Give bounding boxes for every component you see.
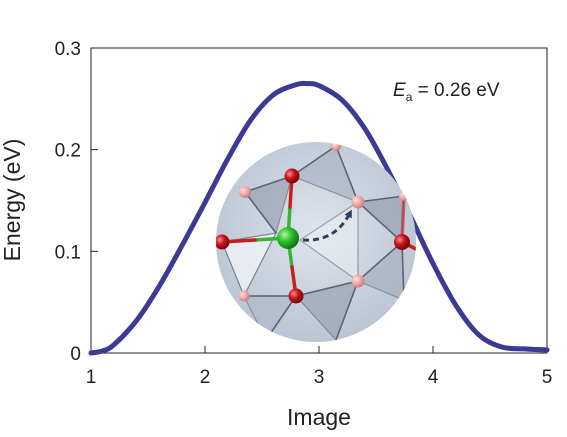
y-axis: 0 0.1 0.2 0.3 (55, 39, 98, 365)
activation-energy-annotation: Ea = 0.26 eV (393, 80, 500, 104)
y-tick-label: 0.3 (55, 39, 81, 60)
lattice-polyhedra (221, 145, 405, 342)
vacancy-site (351, 274, 365, 288)
vacancy-site (238, 290, 250, 302)
vacancy-site (399, 191, 409, 201)
x-tick-label: 5 (542, 367, 553, 388)
vacancy-site (239, 186, 251, 198)
lattice-bond (357, 201, 403, 243)
x-tick-label: 3 (314, 367, 325, 388)
oxygen-atoms (216, 168, 410, 304)
hop-arrow (302, 209, 352, 242)
y-tick-label: 0.1 (55, 242, 81, 263)
metal-atom (277, 227, 299, 249)
annotation-subscript: a (406, 90, 413, 104)
lattice-bond (295, 280, 359, 297)
oxygen-atom (394, 234, 410, 250)
lattice-bond (357, 195, 405, 203)
x-tick-label: 4 (428, 367, 439, 388)
lattice-bond (244, 175, 293, 193)
x-axis: 1 2 3 4 5 (86, 346, 553, 388)
y-axis-label: Energy (eV) (0, 139, 25, 262)
lattice-bond (335, 280, 359, 341)
x-tick-label: 1 (86, 367, 97, 388)
polyhedron-face (221, 232, 278, 298)
lattice-bond (335, 145, 359, 203)
annotation-value: = 0.26 eV (412, 80, 499, 101)
atomic-structure-inset (216, 142, 416, 342)
lattice-bond (291, 145, 337, 177)
vacancy-site (331, 142, 341, 151)
y-tick-label: 0 (70, 344, 81, 365)
oxygen-atom (216, 234, 230, 250)
vacancy-site (351, 195, 365, 209)
series-layer (88, 80, 550, 356)
oxygen-atom (284, 168, 300, 184)
vacancy-site (399, 295, 409, 305)
energy-profile-line (88, 80, 550, 356)
lattice-bond (357, 241, 403, 282)
lattice-bond (244, 191, 277, 234)
annotation-symbol: E (393, 80, 406, 101)
x-axis-label: Image (287, 404, 351, 430)
y-tick-label: 0.2 (55, 141, 81, 162)
x-tick-label: 2 (200, 367, 211, 388)
polyhedron-face (298, 200, 359, 283)
oxygen-atom (288, 288, 304, 304)
